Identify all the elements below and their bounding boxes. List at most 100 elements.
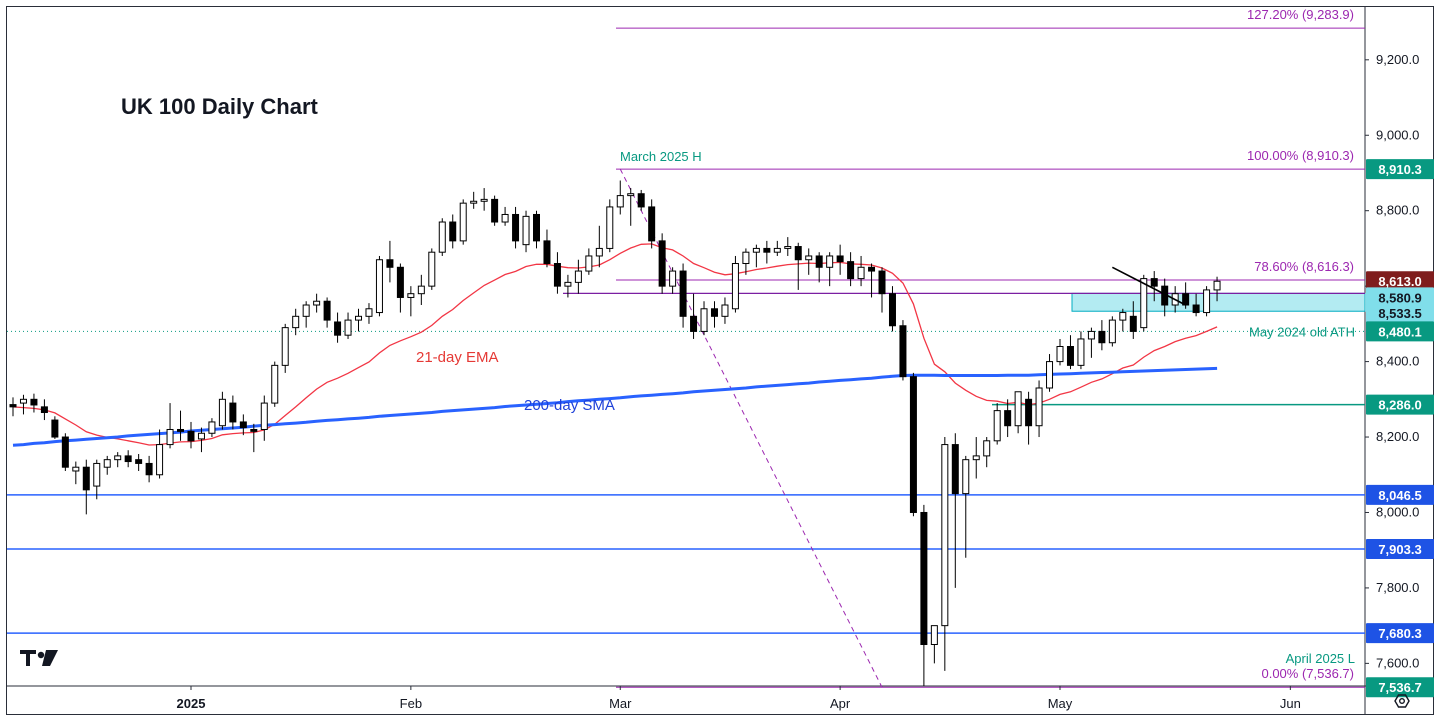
candle-body-0 [9,404,17,408]
price-badges-group: 8,910.3 8,613.08,580.98,533.5 8,480.1 8,286… [1366,159,1434,698]
candle-body-19 [208,421,216,434]
candle-body-88 [930,625,938,646]
tradingview-logo[interactable] [20,650,58,666]
x-tick-label-4: May [1048,696,1073,711]
y-tick-label-6: 8,800.0 [1376,203,1419,218]
candle-body-79 [836,255,844,263]
candle-body-28 [302,304,310,317]
price-badge-bg-2 [1366,287,1434,308]
candle-body-15 [166,428,174,446]
candle-body-106 [1119,312,1127,321]
price-badge-bg-9 [1366,677,1434,698]
candle-body-58 [616,195,624,208]
price-badge-bg-5 [1366,394,1434,415]
candle-body-84 [888,293,896,327]
candle-body-59 [627,193,635,197]
candle-body-109 [1150,278,1158,287]
annotations-group: March 2025 H April 2025 L May 2024 old ATH… [416,149,1355,666]
candle-body-113 [1192,304,1200,314]
candle-body-80 [847,261,855,280]
candle-body-17 [187,430,195,442]
candle-body-68 [721,304,729,317]
x-tick-label-0: 2025 [177,696,206,711]
candle-body-115 [1213,280,1221,291]
candle-body-34 [365,308,373,317]
candle-body-56 [595,247,603,257]
candle-body-100 [1056,346,1064,363]
old-ath-label: May 2024 old ATH [1249,324,1355,339]
price-badge-bg-7 [1366,538,1434,559]
y-tick-label-4: 8,400.0 [1376,354,1419,369]
price-badge-label-3: 8,533.5 [1378,306,1421,321]
y-tick-label-1: 7,800.0 [1376,580,1419,595]
support-zone-group [1071,292,1366,312]
candle-body-12 [135,459,143,464]
price-badge-label-2: 8,580.9 [1378,290,1421,305]
candle-body-73 [773,247,781,253]
price-badge-label-4: 8,480.1 [1378,324,1421,339]
candle-body-27 [292,315,300,329]
price-badge-label-5: 8,286.0 [1378,398,1421,413]
candle-body-6 [72,466,80,472]
y-tick-label-2: 8,000.0 [1376,504,1419,519]
price-badge-label-9: 7,536.7 [1378,680,1421,695]
candle-body-24 [260,402,268,430]
candle-body-14 [156,444,164,476]
candle-body-94 [993,410,1001,442]
candle-body-81 [857,266,865,280]
candle-body-82 [868,266,876,272]
candle-body-97 [1025,398,1033,427]
candle-body-78 [826,255,834,268]
price-badge-bg-4 [1366,321,1434,342]
candle-body-62 [658,240,666,287]
candle-body-101 [1066,346,1074,366]
candle-body-72 [763,247,771,253]
candle-body-9 [103,459,111,468]
candle-body-91 [962,459,970,495]
candle-body-104 [1098,330,1106,344]
drawings-group [1111,266,1187,306]
candle-body-89 [941,444,949,627]
candle-body-57 [606,206,614,249]
candle-body-44 [470,200,478,204]
price-axis[interactable]: 7,600.07,800.08,000.08,200.08,400.08,600… [1365,52,1419,671]
candle-body-37 [396,266,404,298]
ema-label: 21-day EMA [416,349,499,366]
horizontal-levels-group [7,292,1365,634]
candle-body-96 [1014,391,1022,427]
candle-body-36 [386,259,394,268]
price-badge-bg-1 [1366,271,1434,292]
sma-label: 200-day SMA [524,397,615,414]
candle-body-47 [501,213,509,223]
fib-label-0: 127.20% (9,283.9) [1247,7,1354,22]
candle-body-16 [177,428,185,432]
candle-body-70 [742,251,750,265]
candle-body-32 [344,319,352,336]
price-badge-label-6: 8,046.5 [1378,488,1421,503]
candle-body-23 [250,428,258,432]
candle-body-49 [522,215,530,246]
y-tick-label-8: 9,200.0 [1376,52,1419,67]
time-axis[interactable]: 2025 Feb Mar Apr May Jun [177,686,1301,711]
candle-body-4 [51,419,59,438]
candle-body-30 [323,300,331,321]
price-badge-bg-6 [1366,484,1434,505]
fib-trend-dashed-line [619,168,883,688]
candle-body-10 [114,455,122,461]
price-badge-label-0: 8,910.3 [1378,162,1421,177]
candle-body-55 [585,255,593,272]
x-tick-label-5: Jun [1280,696,1301,711]
settings-gear-icon[interactable] [1394,694,1410,708]
candle-body-35 [375,259,383,314]
x-tick-label-3: Apr [830,696,851,711]
candle-body-98 [1035,387,1043,427]
candle-body-50 [533,213,540,242]
candle-body-39 [417,285,425,295]
candle-body-1 [19,398,27,404]
candle-body-13 [145,462,153,476]
march-high-label: March 2025 H [620,149,702,164]
candle-body-45 [480,198,488,202]
price-badge-bg-0 [1366,159,1434,180]
